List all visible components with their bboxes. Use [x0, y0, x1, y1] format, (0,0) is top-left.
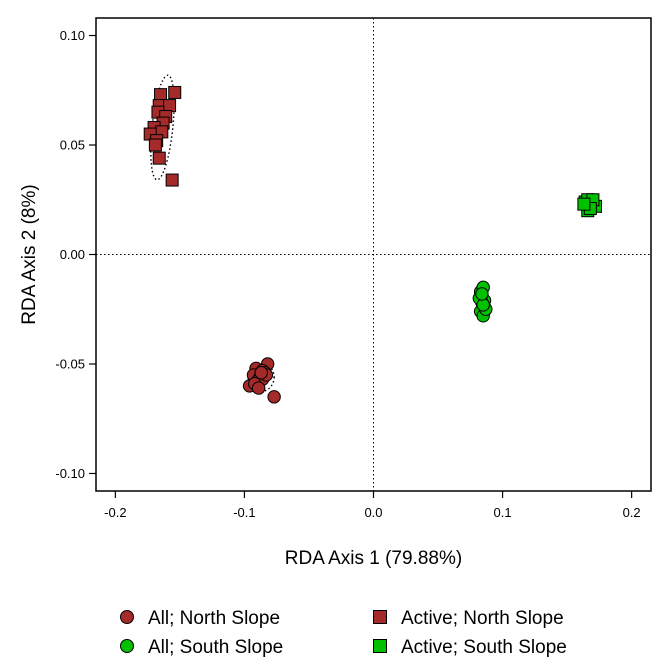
legend-item: All; South Slope [120, 637, 283, 658]
series-active-north-slope [143, 85, 182, 187]
data-point [267, 390, 281, 404]
y-tick-label: 0.10 [60, 28, 85, 43]
data-point [148, 138, 162, 152]
data-point [251, 381, 266, 395]
data-point [168, 85, 182, 99]
x-tick-label: 0.0 [364, 505, 382, 520]
axes: -0.2 -0.1 0.0 0.1 0.2 -0.10 -0.05 0.00 0.05 0.10 [55, 17, 652, 520]
legend-marker [120, 639, 134, 653]
data-point [152, 151, 166, 165]
legend-label: All; North Slope [148, 608, 280, 629]
data-point [154, 88, 168, 102]
legend-marker [120, 610, 134, 624]
legend-marker [373, 639, 387, 653]
data-point [163, 99, 177, 113]
legend-label: Active; South Slope [401, 637, 567, 658]
confidence-ellipse [150, 74, 175, 181]
data-point [577, 197, 591, 211]
x-axis-title: RDA Axis 1 (79.88%) [285, 548, 462, 569]
legend-item: Active; North Slope [373, 608, 564, 629]
data-point [476, 298, 490, 312]
series-all-south-slope [472, 280, 493, 323]
data-point [475, 287, 489, 301]
legend: All; North Slope All; South Slope Active; … [120, 608, 567, 658]
legend-item: Active; South Slope [373, 637, 567, 658]
data-point [254, 366, 268, 380]
x-tick-label: -0.2 [104, 505, 126, 520]
legend-label: Active; North Slope [401, 608, 564, 629]
x-tick-label: 0.2 [623, 505, 641, 520]
y-tick-label: -0.10 [55, 466, 85, 481]
y-tick-label: 0.05 [60, 138, 85, 153]
legend-item: All; North Slope [120, 608, 280, 629]
x-tick-label: -0.1 [233, 505, 255, 520]
y-axis-title: RDA Axis 2 (8%) [19, 184, 40, 324]
y-tick-label: 0.00 [60, 247, 85, 262]
data-point [165, 173, 179, 187]
x-tick-label: 0.1 [494, 505, 512, 520]
series-all-north-slope [242, 357, 281, 404]
y-tick-label: -0.05 [55, 356, 85, 371]
series-active-south-slope [577, 193, 602, 218]
legend-marker [373, 610, 387, 624]
plot-area [96, 18, 651, 491]
legend-label: All; South Slope [148, 637, 283, 658]
